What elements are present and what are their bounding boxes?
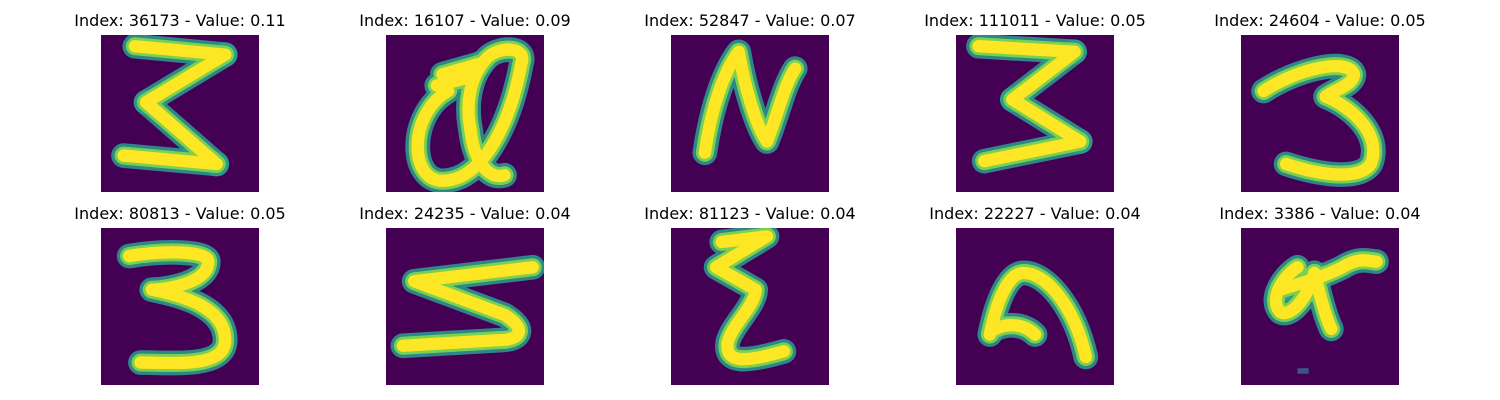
digit-image — [386, 35, 544, 192]
panel-title: Index: 36173 - Value: 0.11 — [74, 11, 286, 30]
panel-title: Index: 16107 - Value: 0.09 — [359, 11, 571, 30]
stroke-core — [117, 149, 223, 171]
stroke-core — [123, 246, 232, 370]
digit-panel: Index: 52847 - Value: 0.07 — [608, 0, 892, 192]
stroke-core — [430, 56, 489, 92]
stroke-core — [698, 45, 802, 159]
stroke-core — [396, 261, 539, 352]
digit-image — [101, 35, 259, 192]
digit-image — [386, 228, 544, 385]
digit-panel: Index: 80813 - Value: 0.05 — [38, 193, 322, 385]
digit-panel: Index: 81123 - Value: 0.04 — [608, 193, 892, 385]
panel-title: Index: 3386 - Value: 0.04 — [1219, 204, 1421, 223]
panel-title: Index: 24604 - Value: 0.05 — [1214, 11, 1426, 30]
stroke-core — [983, 266, 1092, 364]
panel-title: Index: 81123 - Value: 0.04 — [644, 204, 856, 223]
stroke-core — [978, 135, 1087, 168]
stroke-core — [128, 40, 232, 61]
stroke-core — [1257, 60, 1380, 181]
noise-speck — [1297, 368, 1309, 374]
panel-title: Index: 24235 - Value: 0.04 — [359, 204, 571, 223]
digit-panel: Index: 111011 - Value: 0.05 — [893, 0, 1177, 192]
digit-panel: Index: 22227 - Value: 0.04 — [893, 193, 1177, 385]
digit-panel: Index: 24235 - Value: 0.04 — [323, 193, 607, 385]
stroke-core — [972, 40, 1081, 58]
digit-image — [671, 228, 829, 385]
digit-image — [671, 35, 829, 192]
digit-image — [1241, 228, 1399, 385]
digit-image — [101, 228, 259, 385]
stroke-core — [139, 48, 232, 109]
stroke-core — [709, 230, 791, 366]
digit-panel: Index: 16107 - Value: 0.09 — [323, 0, 607, 192]
digit-panel: Index: 24604 - Value: 0.05 — [1178, 0, 1462, 192]
stroke-core — [1006, 45, 1081, 106]
digit-image — [956, 35, 1114, 192]
stroke-core — [411, 43, 529, 187]
panel-title: Index: 52847 - Value: 0.07 — [644, 11, 856, 30]
panel-title: Index: 80813 - Value: 0.05 — [74, 204, 286, 223]
digit-panel: Index: 3386 - Value: 0.04 — [1178, 193, 1462, 385]
panel-title: Index: 111011 - Value: 0.05 — [924, 11, 1146, 30]
stroke-core — [1274, 254, 1383, 296]
digit-image — [1241, 35, 1399, 192]
stroke-core — [1006, 93, 1087, 148]
digit-panel: Index: 36173 - Value: 0.11 — [38, 0, 322, 192]
panel-title: Index: 22227 - Value: 0.04 — [929, 204, 1141, 223]
stroke-core — [139, 96, 223, 171]
digit-image — [956, 228, 1114, 385]
stroke-core — [989, 319, 1042, 341]
